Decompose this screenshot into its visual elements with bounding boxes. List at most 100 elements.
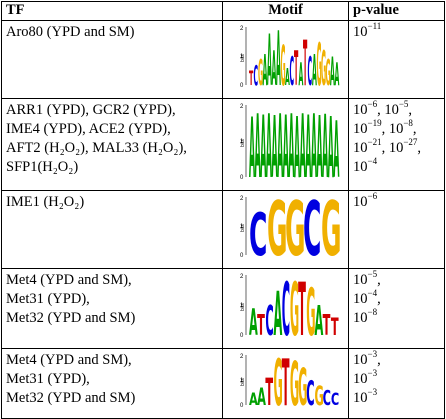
tf-line: Met31 (YPD), [6, 291, 90, 307]
logo-letter-a: A [271, 42, 276, 93]
logo-letter-a: A [312, 46, 317, 93]
logo-letter-a: A [333, 107, 339, 185]
logo-letter-a: A [271, 100, 277, 185]
logo-letter-c: C [249, 200, 267, 263]
logo-letter-a: A [267, 21, 272, 93]
pvalue: 10−3 [353, 387, 378, 406]
pvalue-line: 10−8 [353, 307, 440, 328]
header-pvalue: p-value [348, 1, 445, 21]
logo-letter-a: A [298, 57, 303, 93]
logo-tick-0: 0 [240, 83, 244, 89]
pvalue-line: 10−6, 10−5, [353, 99, 440, 120]
pvalue-cell: 10−3, 10−3 10−3 [348, 348, 445, 419]
logo-letter-a: A [273, 279, 282, 343]
logo-letter-g: G [273, 349, 282, 413]
pvalue-line: 10−3 [353, 368, 440, 389]
pvalue-line: 10−21, 10−27, [353, 137, 440, 158]
motif-cell: 2 1 0 bits T C G A A A A G A C T A T C A G G G A A [222, 20, 349, 99]
header-motif: Motif [222, 1, 349, 21]
logo-letter-a: A [282, 100, 288, 185]
logo-letter-g: G [267, 191, 288, 263]
logo-tick-1: 1 [240, 54, 244, 60]
logo-letter-a: A [249, 391, 258, 410]
pvalue: 10−6, [353, 99, 385, 118]
logo-letter-c: C [265, 298, 273, 343]
table-row: Met4 (YPD and SM), Met31 (YPD), Met32 (YPD… [1, 348, 445, 419]
pvalue: 10−4 [353, 156, 378, 175]
logo-letter-g: G [298, 358, 307, 413]
logo-letter-g: G [280, 36, 285, 93]
pvalue: 10−8 [353, 307, 378, 326]
logo-letter-a: A [254, 99, 260, 185]
logo-bits-label: bits [240, 224, 246, 232]
logo-letter-c: C [322, 386, 330, 409]
logo-tick-2: 2 [240, 196, 244, 202]
logo-letter-a: A [249, 100, 255, 185]
motif-cell: 2 1 0 bits A A T G T G G C G C C [222, 348, 349, 419]
logo-letter-g: G [285, 191, 306, 263]
tf-cell: IME1 (H₂O₂) [1, 190, 223, 269]
logo-letter-a: A [288, 99, 294, 185]
pvalue: 10−19, [353, 118, 389, 137]
pvalue: 10−3, [353, 349, 381, 368]
pvalue: 10−8, [388, 118, 417, 137]
logo-letter-g: G [314, 380, 323, 411]
tf-line: Met4 (YPD and SM), [6, 352, 132, 368]
pvalue: 10−11 [353, 21, 382, 40]
logo-letter-g: G [258, 52, 263, 93]
pvalue: 10−4, [353, 288, 381, 307]
tf-cell: ARR1 (YPD), GCR2 (YPD), IME4 (YPD), ACE2 … [1, 98, 223, 191]
tf-line: SFP1(H₂O₂) [6, 159, 79, 175]
logo-tick-1: 1 [240, 224, 244, 230]
logo-letter-a: A [310, 99, 316, 185]
header-tf: TF [1, 1, 223, 21]
logo-bits-label: bits [240, 54, 246, 62]
tf-line: Met32 (YPD and SM) [6, 390, 136, 406]
table-row: ARR1 (YPD), GCR2 (YPD), IME4 (YPD), ACE2 … [1, 98, 445, 191]
logo-letter-a: A [260, 100, 266, 185]
logo-letter-t: T [249, 69, 253, 91]
logo-letter-a: A [314, 298, 323, 343]
pvalue: 10−6 [353, 191, 378, 210]
logo-letter-a: A [257, 385, 266, 412]
logo-letter-t: T [257, 310, 265, 343]
pvalue-cell: 10−11 [348, 20, 445, 99]
pvalue: 10−5, [353, 269, 381, 288]
tf-line: IME4 (YPD), ACE2 (YPD), [6, 121, 171, 137]
pvalue: 10−21, [353, 137, 389, 156]
logo-bits-label: bits [240, 303, 246, 311]
pvalue-cell: 10−6 [348, 190, 445, 269]
header-row: TF Motif p-value [1, 1, 445, 21]
logo-letter-a: A [305, 100, 311, 185]
tf-cell: Met4 (YPD and SM), Met31 (YPD), Met32 (YPD… [1, 268, 223, 349]
pvalue-cell: 10−5, 10−4, 10−8 [348, 268, 445, 349]
pvalue-line: 10−6 [353, 191, 440, 212]
pvalue: 10−27, [388, 137, 422, 156]
logo-tick-2: 2 [240, 104, 244, 110]
tf-cell: Met4 (YPD and SM), Met31 (YPD), Met32 (YPD… [1, 348, 223, 419]
logo-tick-1: 1 [240, 139, 244, 145]
tf-line: IME1 (H₂O₂) [6, 194, 85, 210]
logo-letter-a: A [334, 57, 339, 93]
logo-tick-2: 2 [240, 26, 244, 32]
pvalue: 10−3 [353, 368, 378, 387]
logo-tick-2: 2 [240, 274, 244, 280]
motif-cell: 2 1 0 bits A T C A C G T G A T T [222, 268, 349, 349]
table-row: Aro80 (YPD and SM) 2 1 0 bits T C G A A A A G A C T A T C A… [1, 20, 445, 99]
pvalue-line: 10−4 [353, 156, 440, 177]
logo-letter-a: A [316, 100, 322, 185]
logo-letter-g: G [321, 42, 326, 93]
pvalue-line: 10−11 [353, 21, 440, 42]
tf-cell: Aro80 (YPD and SM) [1, 20, 223, 99]
logo-letter-t: T [303, 27, 307, 93]
logo-letter-a: A [249, 303, 258, 343]
logo-letter-a: A [330, 49, 335, 93]
logo-tick-0: 0 [240, 253, 244, 259]
tf-line: Aro80 (YPD and SM) [6, 24, 135, 40]
pvalue-cell: 10−6, 10−5, 10−19, 10−8, 10−21, 10−27, 10−4 [348, 98, 445, 191]
